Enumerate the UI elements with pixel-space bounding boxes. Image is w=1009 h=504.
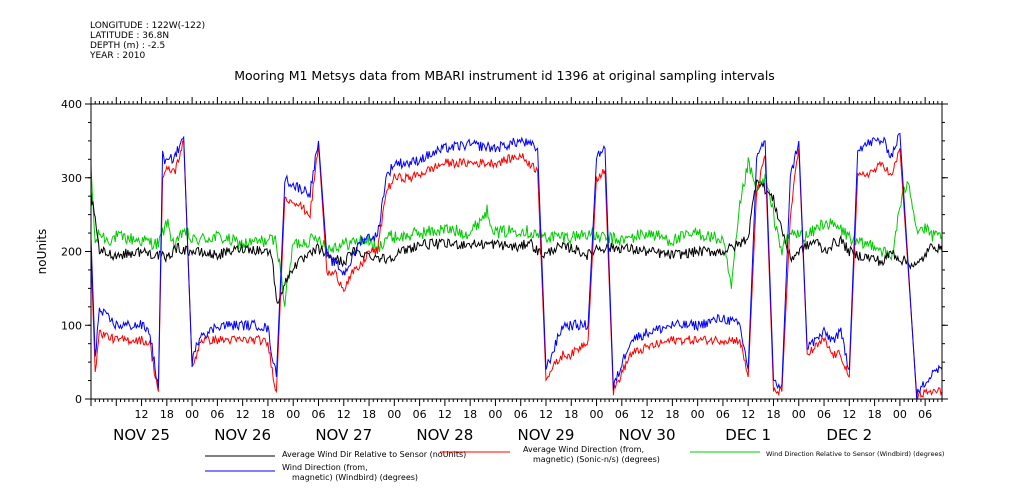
x-tick-label: 12: [539, 408, 553, 421]
x-tick-label: 12: [842, 408, 856, 421]
x-tick-label: 12: [640, 408, 654, 421]
plot-frame: [90, 103, 943, 400]
legend-label-line: magnetic) (Windbird) (degrees): [292, 473, 418, 482]
x-tick-label: 12: [741, 408, 755, 421]
x-tick-label: 00: [387, 408, 401, 421]
series-line-2: [90, 157, 943, 307]
x-tick-label: 06: [311, 408, 325, 421]
x-tick-label: 18: [463, 408, 477, 421]
y-axis-label: noUnits: [35, 229, 49, 275]
y-tick-label: 300: [61, 172, 82, 185]
x-tick-label: 00: [488, 408, 502, 421]
x-tick-label: 18: [261, 408, 275, 421]
series-line-0: [90, 179, 943, 304]
x-day-label: NOV 27: [315, 426, 372, 444]
x-tick-label: 18: [362, 408, 376, 421]
meta-depth: DEPTH (m) : -2.5: [90, 41, 166, 51]
legend-label-line: Wind Direction Relative to Sensor (Windb…: [766, 450, 944, 458]
x-day-label: NOV 30: [619, 426, 676, 444]
x-tick-label: 06: [413, 408, 427, 421]
meta-year: YEAR : 2010: [90, 51, 146, 61]
legend-label-line: magnetic) (Sonic-n/s) (degrees): [533, 455, 660, 464]
legend-label-line: Average Wind Direction (from,: [523, 445, 644, 454]
x-day-label: NOV 28: [416, 426, 473, 444]
x-tick-label: 06: [615, 408, 629, 421]
x-tick-label: 06: [716, 408, 730, 421]
y-tick-label: 200: [61, 246, 82, 259]
x-tick-label: 18: [665, 408, 679, 421]
x-tick-label: 00: [185, 408, 199, 421]
x-tick-label: 00: [691, 408, 705, 421]
x-tick-label: 18: [868, 408, 882, 421]
x-tick-label: 06: [514, 408, 528, 421]
x-tick-label: 06: [817, 408, 831, 421]
x-day-label: DEC 1: [725, 426, 771, 444]
x-tick-label: 00: [590, 408, 604, 421]
x-tick-label: 06: [918, 408, 932, 421]
y-tick-label: 400: [61, 98, 82, 111]
y-tick-label: 100: [61, 319, 82, 332]
legend: Average Wind Dir Relative to Sensor (noU…: [205, 445, 944, 482]
legend-label-0: Average Wind Dir Relative to Sensor (noU…: [282, 450, 466, 459]
x-day-label: DEC 2: [826, 426, 872, 444]
series-layer: [90, 132, 943, 401]
x-tick-label: 12: [135, 408, 149, 421]
series-line-1: [90, 140, 943, 401]
chart-title: Mooring M1 Metsys data from MBARI instru…: [234, 68, 775, 83]
y-tick-label: 0: [75, 393, 82, 406]
x-tick-label: 18: [766, 408, 780, 421]
x-tick-label: 06: [210, 408, 224, 421]
x-day-label: NOV 29: [518, 426, 575, 444]
legend-label-2: Wind Direction Relative to Sensor (Windb…: [766, 450, 944, 458]
legend-label-3: Wind Direction (from, magnetic) (Windbird…: [282, 463, 418, 482]
x-tick-label: 12: [438, 408, 452, 421]
meta-longitude: LONGITUDE : 122W(-122): [90, 21, 206, 31]
x-tick-label: 18: [160, 408, 174, 421]
x-day-label: NOV 26: [214, 426, 271, 444]
series-line-3: [90, 132, 943, 400]
meta-latitude: LATITUDE : 36.8N: [90, 31, 170, 41]
x-tick-label: 00: [792, 408, 806, 421]
x-tick-label: 00: [893, 408, 907, 421]
legend-label-line: Wind Direction (from,: [282, 463, 368, 472]
x-tick-label: 18: [564, 408, 578, 421]
axes-layer: 0 100 200 300 400 12 18 00 06 12 18 00 06 12 18 00 06 12 1…: [61, 97, 948, 444]
legend-label-line: Average Wind Dir Relative to Sensor (noU…: [282, 450, 466, 459]
x-tick-label: 12: [337, 408, 351, 421]
x-day-label: NOV 25: [113, 426, 170, 444]
x-tick-label: 12: [236, 408, 250, 421]
x-tick-label: 00: [286, 408, 300, 421]
legend-label-1: Average Wind Direction (from, magnetic) (…: [523, 445, 660, 464]
